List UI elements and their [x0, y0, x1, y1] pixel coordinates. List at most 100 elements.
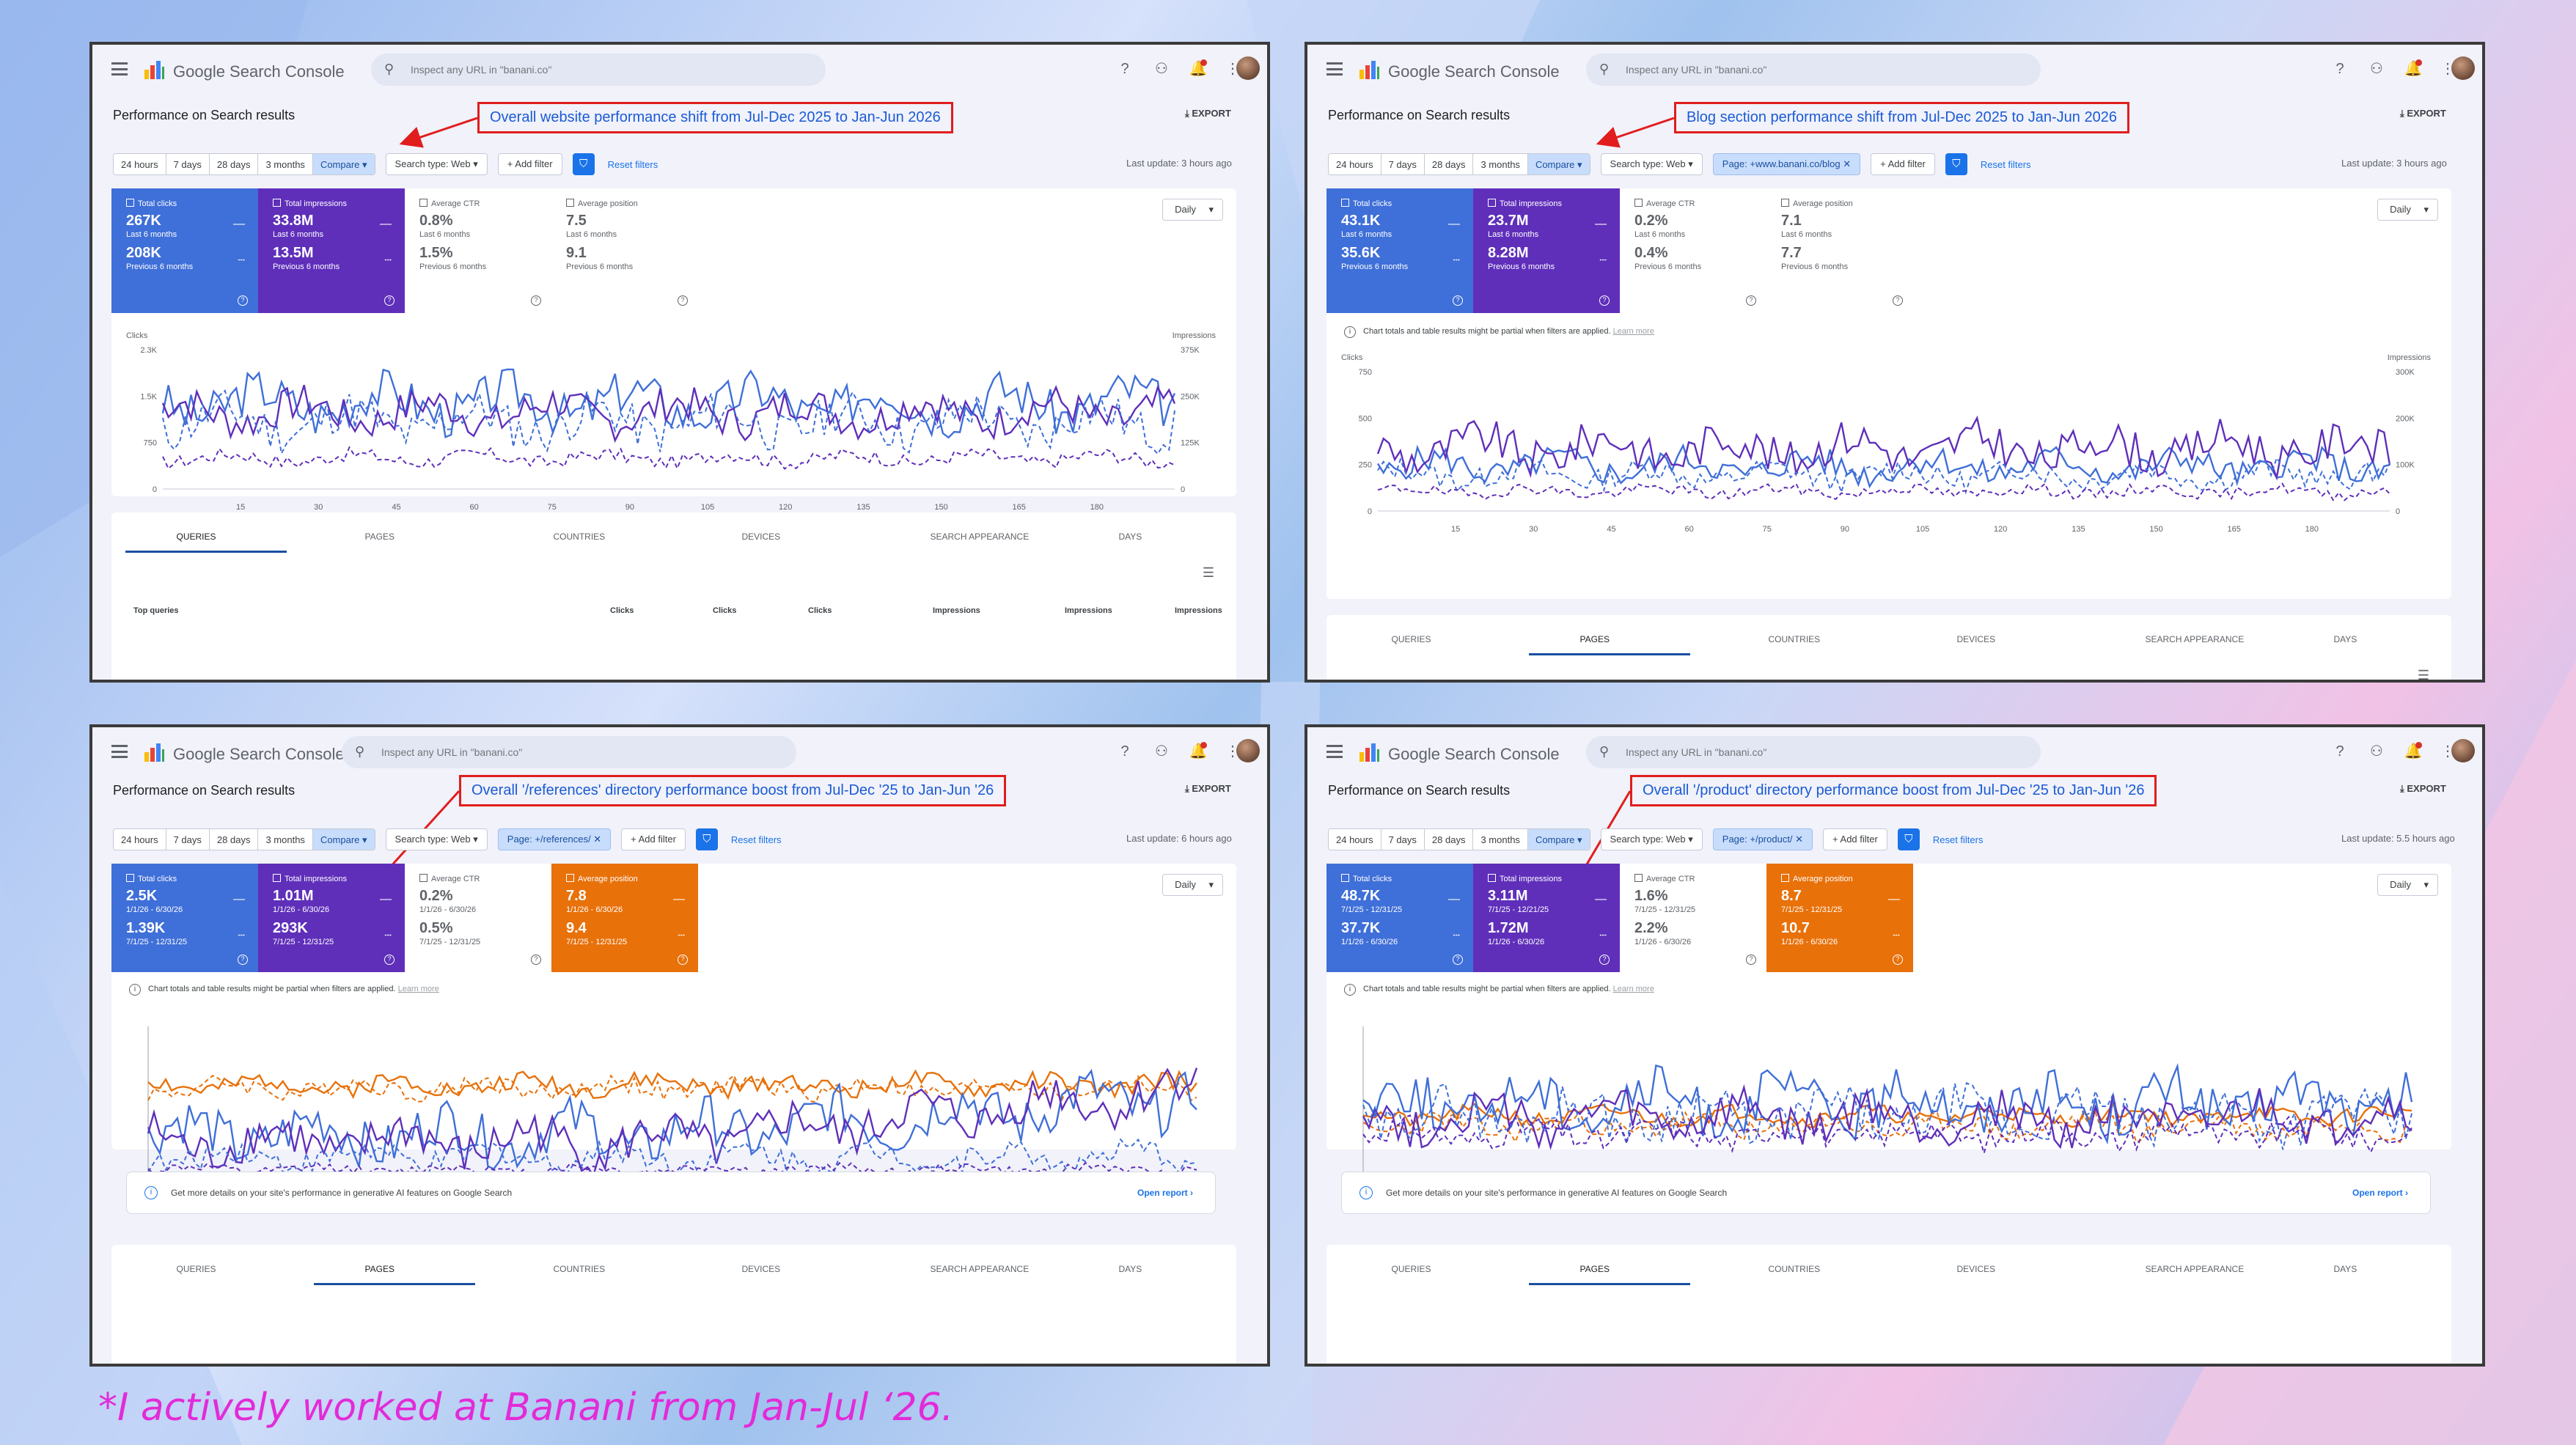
avatar[interactable]: [2451, 56, 2475, 80]
help-icon[interactable]: ?: [1120, 61, 1129, 77]
help-icon[interactable]: ?: [238, 955, 248, 965]
menu-icon[interactable]: [1326, 745, 1343, 758]
help-icon[interactable]: ?: [1599, 955, 1610, 965]
metric-card-total-clicks[interactable]: Total clicks 48.7K 7/1/25 - 12/31/25 37.7K 1…: [1326, 864, 1473, 972]
tab-search-appearance[interactable]: SEARCH APPEARANCE: [2145, 634, 2245, 644]
add-filter-button[interactable]: + Add filter: [497, 153, 562, 175]
learn-more-link[interactable]: Learn more: [1612, 985, 1654, 993]
menu-icon[interactable]: [111, 62, 128, 76]
export-button[interactable]: ⤓ EXPORT: [2400, 108, 2446, 119]
reset-filters-link[interactable]: Reset filters: [1980, 158, 2031, 170]
tab-days[interactable]: DAYS: [2333, 1264, 2357, 1274]
date-range-1[interactable]: 7 days: [166, 154, 210, 174]
tab-queries[interactable]: QUERIES: [176, 532, 216, 542]
avatar[interactable]: [1236, 56, 1260, 80]
add-filter-button[interactable]: + Add filter: [1871, 153, 1935, 175]
date-range-1[interactable]: 7 days: [1381, 829, 1425, 850]
granularity-dropdown[interactable]: Daily: [2377, 199, 2438, 221]
metric-card-average-position[interactable]: Average position 7.1 Last 6 months 7.7 Previ…: [1766, 188, 1913, 313]
tab-queries[interactable]: QUERIES: [1391, 634, 1431, 644]
date-range-3[interactable]: 3 months: [258, 154, 313, 174]
metric-card-average-ctr[interactable]: Average CTR 1.6% 7/1/25 - 12/31/25 2.2% 1/1/…: [1620, 864, 1766, 972]
export-button[interactable]: ⤓ EXPORT: [1185, 108, 1231, 119]
notifications-icon[interactable]: 🔔: [1189, 742, 1208, 760]
date-range-2[interactable]: 28 days: [209, 829, 259, 850]
metric-card-total-impressions[interactable]: Total impressions 33.8M Last 6 months 13.5M…: [258, 188, 405, 313]
tab-countries[interactable]: COUNTRIES: [553, 1264, 606, 1274]
metric-card-average-position[interactable]: Average position 8.7 7/1/25 - 12/31/25 10.7…: [1766, 864, 1913, 972]
page-filter-chip[interactable]: Page: +/product/ ✕: [1712, 828, 1813, 850]
table-column-header[interactable]: Impressions: [933, 606, 980, 615]
open-report-link[interactable]: Open report ›: [1137, 1188, 1193, 1198]
help-icon[interactable]: ?: [1453, 295, 1463, 306]
compare-button[interactable]: Compare ▾: [1527, 154, 1590, 174]
metric-card-total-clicks[interactable]: Total clicks 43.1K Last 6 months 35.6K Previ…: [1326, 188, 1473, 313]
tab-days[interactable]: DAYS: [2333, 634, 2357, 644]
table-column-header[interactable]: Clicks: [713, 606, 737, 615]
granularity-dropdown[interactable]: Daily: [1162, 874, 1223, 896]
manage-users-icon[interactable]: ⚇: [2370, 743, 2383, 760]
compare-button[interactable]: Compare ▾: [312, 829, 375, 850]
filter-toggle-icon[interactable]: ⛉: [1897, 828, 1920, 850]
help-icon[interactable]: ?: [238, 295, 248, 306]
date-range-3[interactable]: 3 months: [258, 829, 313, 850]
date-range-0[interactable]: 24 hours: [1329, 154, 1381, 174]
export-button[interactable]: ⤓ EXPORT: [1185, 783, 1231, 794]
search-type-filter[interactable]: Search type: Web ▾: [1600, 828, 1703, 850]
help-icon[interactable]: ?: [1453, 955, 1463, 965]
manage-users-icon[interactable]: ⚇: [1155, 743, 1168, 760]
compare-button[interactable]: Compare ▾: [312, 154, 375, 174]
metric-card-average-ctr[interactable]: Average CTR 0.2% 1/1/26 - 6/30/26 0.5% 7/1/2…: [405, 864, 551, 972]
url-inspect-search[interactable]: ⚲ Inspect any URL in "banani.co": [1586, 736, 2041, 768]
help-icon[interactable]: ?: [384, 955, 395, 965]
tab-countries[interactable]: COUNTRIES: [1768, 634, 1821, 644]
metric-card-total-impressions[interactable]: Total impressions 3.11M 7/1/25 - 12/21/25 1…: [1473, 864, 1620, 972]
url-inspect-search[interactable]: ⚲ Inspect any URL in "banani.co": [1586, 54, 2041, 86]
page-filter-chip[interactable]: Page: +/references/ ✕: [497, 828, 612, 850]
add-filter-button[interactable]: + Add filter: [621, 828, 686, 850]
open-report-link[interactable]: Open report ›: [2352, 1188, 2408, 1198]
help-icon[interactable]: ?: [1893, 295, 1903, 306]
help-icon[interactable]: ?: [678, 295, 688, 306]
tab-devices[interactable]: DEVICES: [1956, 1264, 1996, 1274]
url-inspect-search[interactable]: ⚲ Inspect any URL in "banani.co": [342, 736, 796, 768]
tab-pages[interactable]: PAGES: [364, 532, 395, 542]
table-column-header[interactable]: Top queries: [133, 606, 179, 615]
search-type-filter[interactable]: Search type: Web ▾: [1600, 153, 1703, 175]
metric-card-average-position[interactable]: Average position 7.8 1/1/26 - 6/30/26 9.4 7/…: [551, 864, 698, 972]
help-icon[interactable]: ?: [1120, 743, 1129, 760]
avatar[interactable]: [1236, 739, 1260, 762]
manage-users-icon[interactable]: ⚇: [2370, 61, 2383, 77]
tab-queries[interactable]: QUERIES: [1391, 1264, 1431, 1274]
metric-card-total-impressions[interactable]: Total impressions 23.7M Last 6 months 8.28M…: [1473, 188, 1620, 313]
notifications-icon[interactable]: 🔔: [2404, 59, 2423, 77]
tab-devices[interactable]: DEVICES: [1956, 634, 1996, 644]
tab-devices[interactable]: DEVICES: [741, 532, 781, 542]
date-range-0[interactable]: 24 hours: [114, 154, 166, 174]
help-icon[interactable]: ?: [531, 955, 541, 965]
reset-filters-link[interactable]: Reset filters: [607, 158, 658, 170]
date-range-3[interactable]: 3 months: [1473, 829, 1528, 850]
tab-search-appearance[interactable]: SEARCH APPEARANCE: [2145, 1264, 2245, 1274]
date-range-2[interactable]: 28 days: [209, 154, 259, 174]
help-icon[interactable]: ?: [1746, 955, 1756, 965]
tab-devices[interactable]: DEVICES: [741, 1264, 781, 1274]
learn-more-link[interactable]: Learn more: [397, 985, 439, 993]
url-inspect-search[interactable]: ⚲ Inspect any URL in "banani.co": [371, 54, 826, 86]
manage-users-icon[interactable]: ⚇: [1155, 61, 1168, 77]
date-range-2[interactable]: 28 days: [1424, 154, 1474, 174]
help-icon[interactable]: ?: [1599, 295, 1610, 306]
tab-pages[interactable]: PAGES: [1579, 1264, 1610, 1274]
help-icon[interactable]: ?: [531, 295, 541, 306]
table-filter-icon[interactable]: ☰: [1202, 565, 1214, 580]
metric-card-average-ctr[interactable]: Average CTR 0.8% Last 6 months 1.5% Previous…: [405, 188, 551, 313]
tab-days[interactable]: DAYS: [1118, 1264, 1142, 1274]
menu-icon[interactable]: [1326, 62, 1343, 76]
table-column-header[interactable]: Impressions: [1175, 606, 1222, 615]
notifications-icon[interactable]: 🔔: [1189, 59, 1208, 77]
metric-card-average-position[interactable]: Average position 7.5 Last 6 months 9.1 Previ…: [551, 188, 698, 313]
metric-card-total-clicks[interactable]: Total clicks 267K Last 6 months 208K Previou…: [111, 188, 258, 313]
reset-filters-link[interactable]: Reset filters: [730, 834, 782, 845]
tab-countries[interactable]: COUNTRIES: [553, 532, 606, 542]
avatar[interactable]: [2451, 739, 2475, 762]
